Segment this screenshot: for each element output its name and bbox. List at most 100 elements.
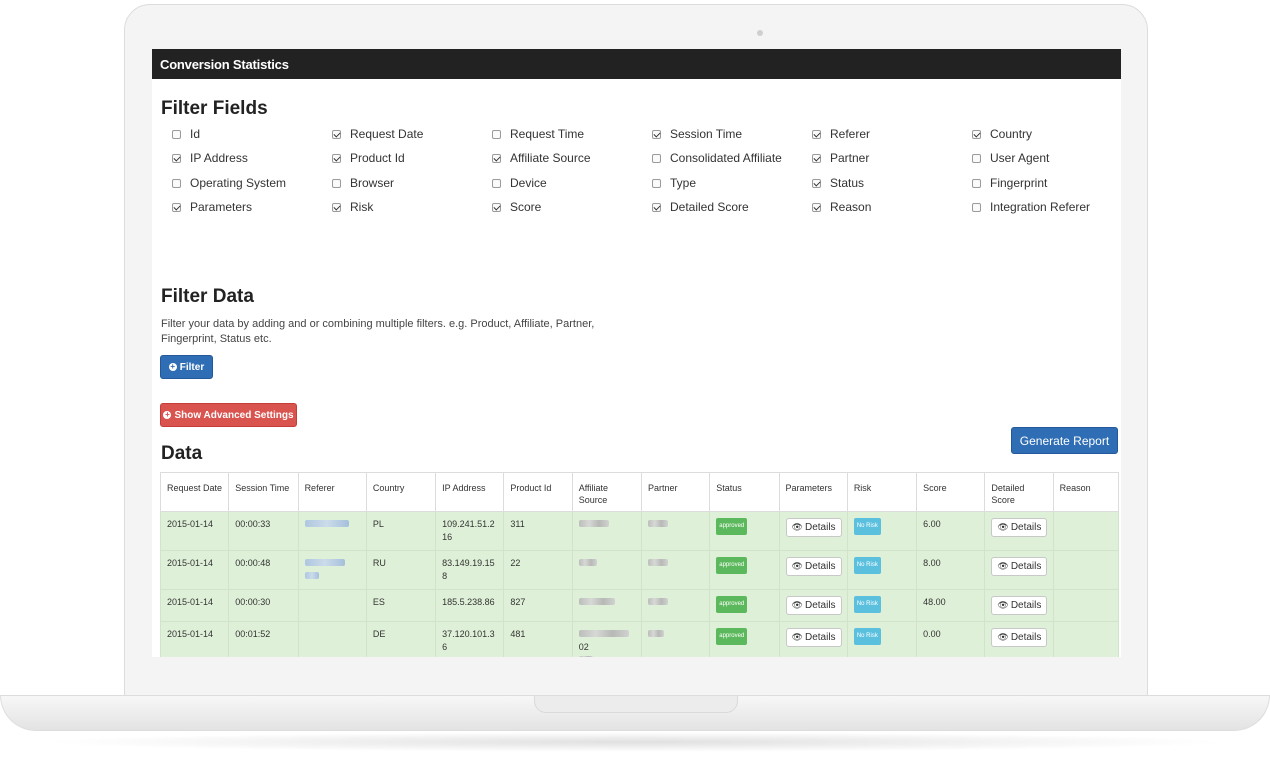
filter-field-label: Product Id <box>350 151 405 165</box>
filter-field-id[interactable]: Id <box>172 127 200 141</box>
cell-ip-address: 83.149.19.158 <box>435 550 505 590</box>
filter-field-user-agent[interactable]: User Agent <box>972 151 1049 165</box>
filter-field-country[interactable]: Country <box>972 127 1032 141</box>
checkbox[interactable] <box>172 153 181 163</box>
filter-field-browser[interactable]: Browser <box>332 176 394 190</box>
generate-report-button[interactable]: Generate Report <box>1011 427 1118 454</box>
checkbox[interactable] <box>972 202 981 212</box>
filter-field-referer[interactable]: Referer <box>812 127 870 141</box>
filter-field-label: Affiliate Source <box>510 151 591 165</box>
checkbox[interactable] <box>652 178 661 188</box>
detailed-score-details-button[interactable]: 👁 Details <box>991 628 1048 647</box>
cell-country: ES <box>365 589 437 622</box>
column-header: Country <box>365 472 437 512</box>
redacted-referer <box>304 520 349 527</box>
checkbox[interactable] <box>332 153 341 163</box>
cell-detailed-score: 👁 Details <box>984 511 1054 551</box>
cell-detailed-score: 👁 Details <box>984 550 1054 590</box>
checkbox[interactable] <box>492 153 501 163</box>
filter-field-score[interactable]: Score <box>492 200 541 214</box>
filter-field-reason[interactable]: Reason <box>812 200 871 214</box>
filter-field-status[interactable]: Status <box>812 176 864 190</box>
table-row: 2015-01-14 00:01:52 DE 37.120.101.36 481 02 ap… <box>159 621 1120 657</box>
filter-field-operating-system[interactable]: Operating System <box>172 176 286 190</box>
filter-field-risk[interactable]: Risk <box>332 200 373 214</box>
parameters-details-button[interactable]: 👁 Details <box>785 557 842 576</box>
filter-field-type[interactable]: Type <box>652 176 696 190</box>
risk-badge: No Risk <box>853 557 881 574</box>
cell-request-date: 2015-01-14 <box>159 621 230 657</box>
filter-field-partner[interactable]: Partner <box>812 151 869 165</box>
filter-field-label: Request Time <box>510 127 585 141</box>
checkbox[interactable] <box>172 129 181 139</box>
column-header: Affiliate Source <box>571 472 642 512</box>
checkbox[interactable] <box>172 178 181 188</box>
detailed-score-details-button[interactable]: 👁 Details <box>991 518 1048 537</box>
show-advanced-settings-button[interactable]: + Show Advanced Settings <box>160 403 297 427</box>
filter-field-label: Session Time <box>670 127 743 141</box>
checkbox[interactable] <box>652 129 661 139</box>
detailed-score-details-button[interactable]: 👁 Details <box>991 596 1048 615</box>
checkbox[interactable] <box>492 178 501 188</box>
filter-field-request-date[interactable]: Request Date <box>332 127 423 141</box>
checkbox[interactable] <box>332 202 341 212</box>
app-screen: Conversion Statistics Filter Fields Id Re… <box>152 49 1121 657</box>
filter-field-parameters[interactable]: Parameters <box>172 200 252 214</box>
filter-field-request-time[interactable]: Request Time <box>492 127 584 141</box>
cell-risk: No Risk <box>846 511 918 551</box>
cell-partner <box>640 589 711 622</box>
filter-field-label: Device <box>510 176 547 190</box>
table-row: 2015-01-14 00:00:48 RU 83.149.19.158 22 appro… <box>159 550 1120 590</box>
filter-button[interactable]: + Filter <box>160 355 213 379</box>
checkbox[interactable] <box>172 202 181 212</box>
filter-field-affiliate-source[interactable]: Affiliate Source <box>492 151 591 165</box>
checkbox[interactable] <box>332 129 341 139</box>
checkbox[interactable] <box>972 178 981 188</box>
filter-field-detailed-score[interactable]: Detailed Score <box>652 200 749 214</box>
checkbox[interactable] <box>972 129 981 139</box>
checkbox[interactable] <box>972 153 981 163</box>
table-row: 2015-01-14 00:00:33 PL 109.241.51.216 311 app… <box>159 511 1120 551</box>
filter-field-product-id[interactable]: Product Id <box>332 151 405 165</box>
checkbox[interactable] <box>492 202 501 212</box>
cell-reason <box>1052 511 1120 551</box>
checkbox[interactable] <box>652 202 661 212</box>
redacted-affiliate <box>578 656 593 657</box>
cell-country: DE <box>365 621 437 657</box>
redacted-affiliate <box>578 630 629 637</box>
checkbox[interactable] <box>812 202 821 212</box>
detailed-score-details-button[interactable]: 👁 Details <box>991 557 1048 576</box>
parameters-details-button[interactable]: 👁 Details <box>785 628 842 647</box>
cell-risk: No Risk <box>846 621 918 657</box>
affiliate-suffix: 02 <box>578 642 589 652</box>
details-label: Details <box>1010 632 1042 643</box>
window-title: Conversion Statistics <box>152 49 1121 79</box>
checkbox[interactable] <box>492 129 501 139</box>
cell-parameters: 👁 Details <box>778 589 848 622</box>
cell-reason <box>1052 550 1120 590</box>
filter-field-integration-referer[interactable]: Integration Referer <box>972 200 1090 214</box>
cell-session-time: 00:00:30 <box>228 589 299 622</box>
filter-fields-heading: Filter Fields <box>161 98 268 119</box>
filter-field-label: Request Date <box>350 127 424 141</box>
checkbox[interactable] <box>812 153 821 163</box>
filter-field-fingerprint[interactable]: Fingerprint <box>972 176 1047 190</box>
cell-partner <box>640 511 711 551</box>
details-label: Details <box>804 600 836 611</box>
checkbox[interactable] <box>652 153 661 163</box>
parameters-details-button[interactable]: 👁 Details <box>785 596 842 615</box>
checkbox[interactable] <box>812 129 821 139</box>
advanced-button-label: Show Advanced Settings <box>174 409 294 421</box>
eye-icon: 👁 <box>997 561 1009 571</box>
eye-icon: 👁 <box>791 600 803 610</box>
checkbox[interactable] <box>812 178 821 188</box>
filter-field-ip-address[interactable]: IP Address <box>172 151 248 165</box>
filter-field-label: Partner <box>830 151 870 165</box>
parameters-details-button[interactable]: 👁 Details <box>785 518 842 537</box>
filter-field-label: Browser <box>350 176 395 190</box>
filter-field-consolidated-affiliate[interactable]: Consolidated Affiliate <box>652 151 782 165</box>
filter-field-session-time[interactable]: Session Time <box>652 127 742 141</box>
camera-icon <box>757 30 763 36</box>
checkbox[interactable] <box>332 178 341 188</box>
filter-field-device[interactable]: Device <box>492 176 547 190</box>
